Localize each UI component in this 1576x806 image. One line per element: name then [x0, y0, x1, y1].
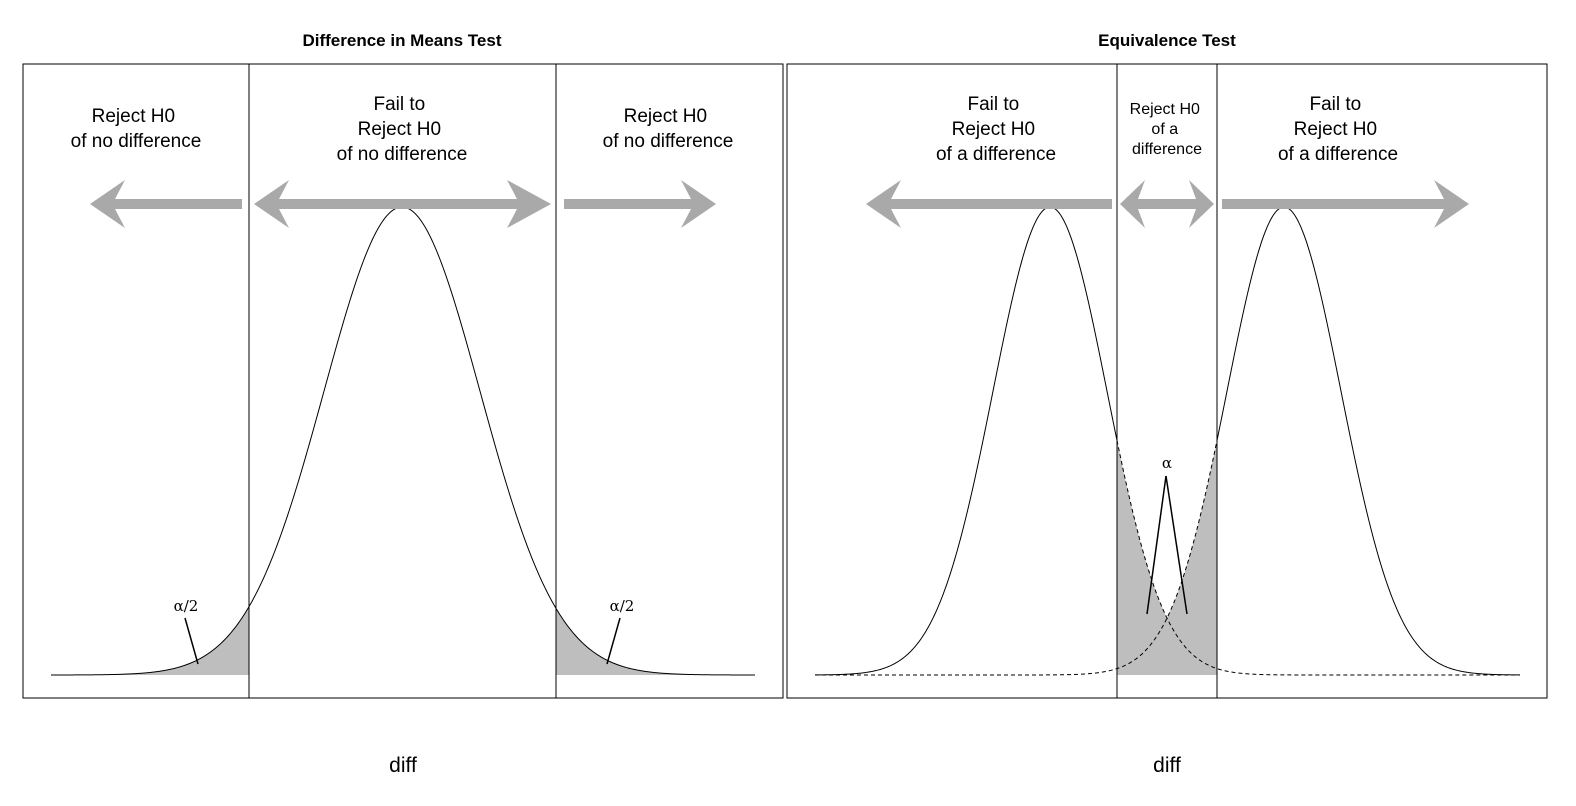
right-region-label: Fail to Reject H0 of a difference — [1278, 94, 1398, 165]
arrow-double-reject — [1120, 180, 1214, 228]
left-tail-shade — [51, 606, 249, 675]
left-x-axis-label: diff — [389, 754, 417, 777]
center-region-label: Reject H0 of a difference — [1130, 101, 1205, 158]
arrow-right-reject — [564, 180, 716, 228]
alpha-half-label-left: α/2 — [174, 597, 199, 615]
right-x-axis-label: diff — [1153, 754, 1181, 777]
right-tail-shade — [556, 608, 755, 675]
center-region-label: Fail to Reject H0 of no difference — [337, 94, 468, 165]
left-panel-frame — [22, 63, 784, 699]
right-panel-frame — [786, 63, 1548, 699]
alpha-label: α — [1162, 454, 1172, 472]
lower-bound-distribution-curve — [815, 206, 1118, 676]
left-region-label: Fail to Reject H0 of a difference — [936, 94, 1056, 165]
arrow-right-fail-to-reject — [1222, 180, 1469, 228]
right-region-label: Reject H0 of no difference — [603, 106, 734, 152]
alpha-pointer-left — [1146, 475, 1167, 615]
left-panel-title: Difference in Means Test — [302, 31, 501, 50]
right-panel-title: Equivalence Test — [1098, 31, 1236, 50]
right-panel: Equivalence Test Fail to Reject H0 of a … — [786, 31, 1548, 777]
equivalence-shade — [1117, 440, 1217, 675]
alpha-pointer-right — [1165, 475, 1188, 615]
left-region-label: Reject H0 of no difference — [71, 106, 202, 152]
arrow-left-fail-to-reject — [866, 180, 1112, 228]
lower-bound-curve-dashed — [1116, 440, 1520, 676]
alpha-half-pointer-right — [606, 617, 621, 665]
upper-bound-distribution-curve — [1216, 206, 1521, 676]
left-panel: Difference in Means Test Reject H0 of no… — [22, 31, 784, 777]
arrow-double-fail-to-reject — [254, 180, 551, 228]
arrow-left-reject — [90, 180, 242, 228]
alpha-half-label-right: α/2 — [610, 597, 635, 615]
alpha-half-pointer-left — [184, 617, 199, 665]
upper-bound-curve-dashed — [815, 440, 1218, 676]
null-distribution-curve — [51, 206, 755, 676]
